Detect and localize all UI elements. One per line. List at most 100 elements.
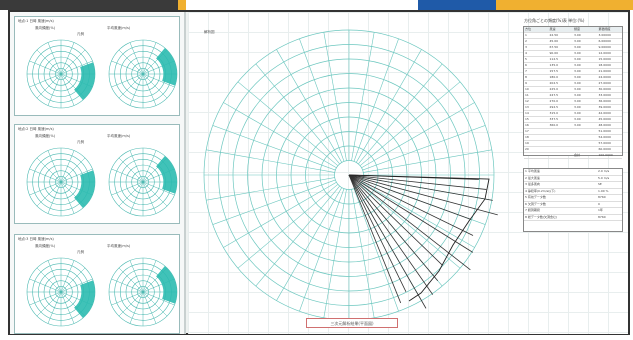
polar-spoke <box>255 63 340 165</box>
table-cell <box>549 135 574 140</box>
rose-spoke <box>29 278 62 293</box>
summary-cell: 6 欠測データ数 <box>525 201 546 206</box>
result-line <box>348 174 439 281</box>
panel-right-label: 平均風速(m/s) <box>107 244 131 248</box>
rose-spoke <box>142 291 175 306</box>
table-cell: 247.5 <box>549 93 559 97</box>
table-cell: 3.00 <box>574 33 581 37</box>
panel-legend: 凡例 <box>77 140 84 144</box>
rose-sector <box>74 280 95 319</box>
table-cell: 合計 <box>574 153 581 157</box>
top-bar-blue-tab[interactable] <box>418 0 496 10</box>
result-line <box>348 174 402 304</box>
rose-spoke <box>142 42 157 75</box>
rose-spoke <box>111 60 144 75</box>
rose-spoke <box>60 42 75 75</box>
panel-legend: 凡例 <box>77 250 84 254</box>
rose-panel-3: 地点:3 日時 風速(m/s) 風向頻度(%) 平均風速(m/s) 凡例 <box>14 234 180 334</box>
table-cell: 3.00 <box>574 39 581 43</box>
table-cell: 315.0 <box>549 111 559 115</box>
polar-spoke <box>276 49 343 163</box>
rose-spoke <box>142 73 157 106</box>
rose-spoke <box>36 291 62 317</box>
rose-spoke <box>118 181 144 207</box>
table-cell: 112.5 <box>549 57 559 61</box>
summary-row: 1 平均風速 2.0 m/s <box>524 169 622 176</box>
rose-spoke <box>60 181 75 214</box>
table-cell: 27.0000 <box>598 81 611 85</box>
summary-cell: 8760 <box>598 195 606 199</box>
table-cell: 45.00 <box>549 39 559 43</box>
polar-spoke <box>299 38 345 162</box>
summary-cell: SE <box>598 182 602 186</box>
summary-body: 1 平均風速 2.0 m/s 2 最大風速 5.0 m/s 3 最多風向 SE 4 静穏率(… <box>524 169 622 221</box>
rose-spoke <box>60 267 86 293</box>
polar-spoke <box>237 81 339 166</box>
top-bar-gold-tab[interactable] <box>496 0 633 10</box>
rose-spoke <box>60 49 86 75</box>
panel-right-label: 平均風速(m/s) <box>107 134 131 138</box>
table-cell: 10 <box>525 87 529 91</box>
table-row: 合計 100.0000 <box>524 153 622 159</box>
rose-sector <box>156 47 177 86</box>
table-row: 17 51.0000 <box>524 129 622 135</box>
table-cell: 22.50 <box>549 33 559 37</box>
table-cell: 21.0000 <box>598 69 611 73</box>
panel-title: 地点:1 日時 風速(m/s) <box>18 19 54 23</box>
rose-spoke <box>111 278 144 293</box>
result-line <box>348 174 443 266</box>
table-cell: 36.0000 <box>598 99 611 103</box>
table-cell: 3.00 <box>574 81 581 85</box>
table-cell: 12.0000 <box>598 51 611 55</box>
table-cell: 16 <box>525 123 529 127</box>
table-cell: 67.50 <box>549 45 559 49</box>
rose-spoke <box>129 260 144 293</box>
table-body: 1 22.50 3.00 3.00000 2 45.00 3.00 6.00000 3 67.50… <box>524 33 622 159</box>
result-line <box>348 174 474 253</box>
table-cell <box>549 153 574 158</box>
table-cell: 18 <box>525 135 529 139</box>
table-cell: 3 <box>525 45 527 49</box>
corner-label: 解析図 <box>204 30 215 34</box>
table-row: 9 202.5 3.00 27.0000 <box>524 81 622 87</box>
polar-spoke <box>223 102 337 169</box>
rose-spoke <box>60 278 93 293</box>
table-cell: 5 <box>525 57 527 61</box>
table-cell: 202.5 <box>549 81 559 85</box>
result-line <box>348 174 493 201</box>
summary-row: 7 観測期間 1年 <box>524 208 622 215</box>
table-cell: 20 <box>525 147 529 151</box>
polar-spoke <box>359 184 461 269</box>
table-row: 20 60.0000 <box>524 147 622 153</box>
table-row: 4 90.00 3.00 12.0000 <box>524 51 622 57</box>
table-cell: 3.00 <box>574 105 581 109</box>
result-envelope <box>348 174 490 302</box>
rose-spoke <box>142 73 168 99</box>
rose-spoke <box>129 291 144 324</box>
table-cell: 3.00 <box>574 87 581 91</box>
rose-spoke <box>142 181 157 214</box>
rose-sector <box>74 170 95 209</box>
panel-left-label: 風向頻度(%) <box>35 134 56 138</box>
table-cell: 51.0000 <box>598 129 611 133</box>
table-cell: 2 <box>525 39 527 43</box>
table-cell: 3.00 <box>574 45 581 49</box>
table-cell: 135.0 <box>549 63 559 67</box>
rose-spoke <box>36 267 62 293</box>
polar-spoke <box>351 32 375 161</box>
table-cell: 3.00 <box>574 63 581 67</box>
table-cell: 33.0000 <box>598 93 611 97</box>
table-row: 15 337.5 3.00 45.0000 <box>524 117 622 123</box>
top-bar-accent-segment <box>178 0 186 10</box>
table-cell: 270.0 <box>549 99 559 103</box>
table-cell <box>524 153 549 158</box>
result-line <box>348 174 487 190</box>
rose-spoke <box>129 150 144 183</box>
summary-cell: 8760 <box>598 214 606 219</box>
rose-spoke <box>142 73 175 88</box>
rose-spoke <box>60 168 93 183</box>
table-cell: 292.5 <box>549 105 559 109</box>
large-polar-plot <box>203 29 498 321</box>
rose-spoke <box>129 42 144 75</box>
table-header-cell: 風速 <box>549 27 556 31</box>
